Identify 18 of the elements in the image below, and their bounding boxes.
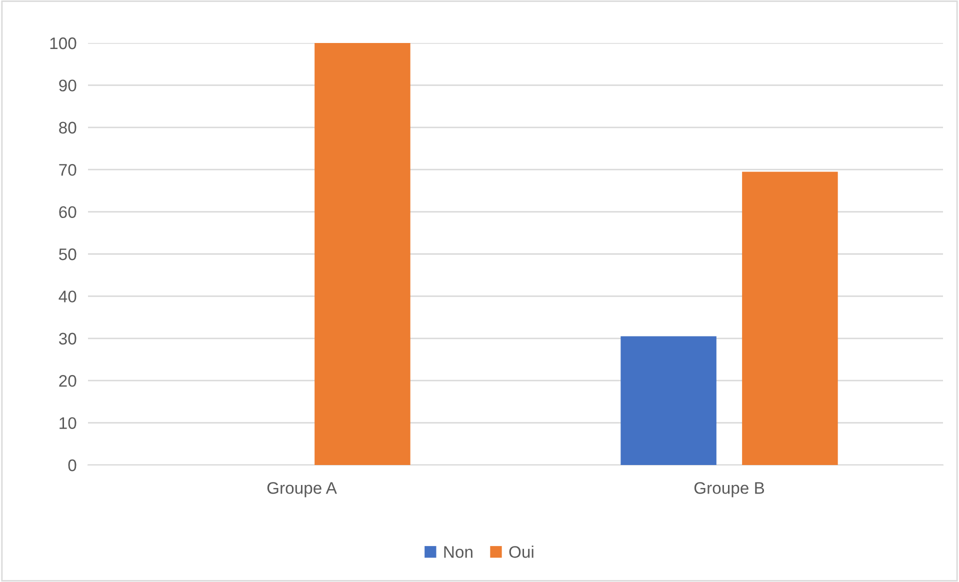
y-tick-label: 80 [59,122,76,134]
bar [742,172,838,465]
legend-label: Non [444,546,472,558]
y-tick-label: 60 [59,206,76,218]
x-tick-label: Groupe B [694,482,764,498]
y-tick-label: 50 [59,248,76,260]
y-tick-label: 0 [68,459,76,472]
bar [620,336,716,465]
y-tick-label: 100 [50,37,76,50]
bar [314,43,410,465]
y-tick-label: 90 [59,80,76,92]
y-tick-label: 10 [60,417,76,430]
y-tick-label: 20 [59,375,76,387]
x-tick-label: Groupe A [267,482,337,498]
y-tick-label: 70 [59,164,76,176]
y-tick-label: 30 [58,332,76,345]
y-tick-label: 40 [58,290,76,302]
legend-label: Oui [509,546,534,558]
